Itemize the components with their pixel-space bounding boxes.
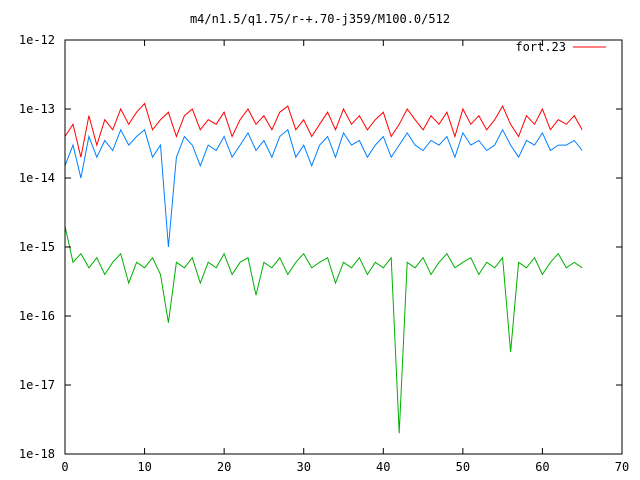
y-tick-label: 1e-12 xyxy=(19,33,55,47)
x-tick-label: 0 xyxy=(61,460,68,474)
y-tick-label: 1e-13 xyxy=(19,102,55,116)
y-tick-label: 1e-15 xyxy=(19,240,55,254)
x-tick-label: 60 xyxy=(535,460,549,474)
y-tick-label: 1e-16 xyxy=(19,309,55,323)
y-tick-label: 1e-17 xyxy=(19,378,55,392)
series-line-1 xyxy=(64,128,583,248)
axis-layer: 0 10 20 30 40 50 60 70 1e-12 1e-13 1e-14 1e-15 1e-16… xyxy=(19,33,629,474)
legend-label: fort.23 xyxy=(515,40,566,54)
x-tick-label: 70 xyxy=(615,460,629,474)
x-tick-label: 10 xyxy=(137,460,151,474)
series-line-0 xyxy=(64,102,583,158)
y-tick-label: 1e-18 xyxy=(19,447,55,461)
y-tick-label: 1e-14 xyxy=(19,171,55,185)
plot-frame xyxy=(64,39,623,455)
legend: fort.23 xyxy=(515,40,606,54)
x-tick-label: 40 xyxy=(376,460,390,474)
series-layer xyxy=(64,102,583,434)
chart-title: m4/n1.5/q1.75/r-+.70-j359/M100.0/512 xyxy=(190,12,450,26)
x-tick-label: 30 xyxy=(296,460,310,474)
series-line-2 xyxy=(64,226,583,434)
x-tick-label: 50 xyxy=(456,460,470,474)
x-tick-label: 20 xyxy=(217,460,231,474)
